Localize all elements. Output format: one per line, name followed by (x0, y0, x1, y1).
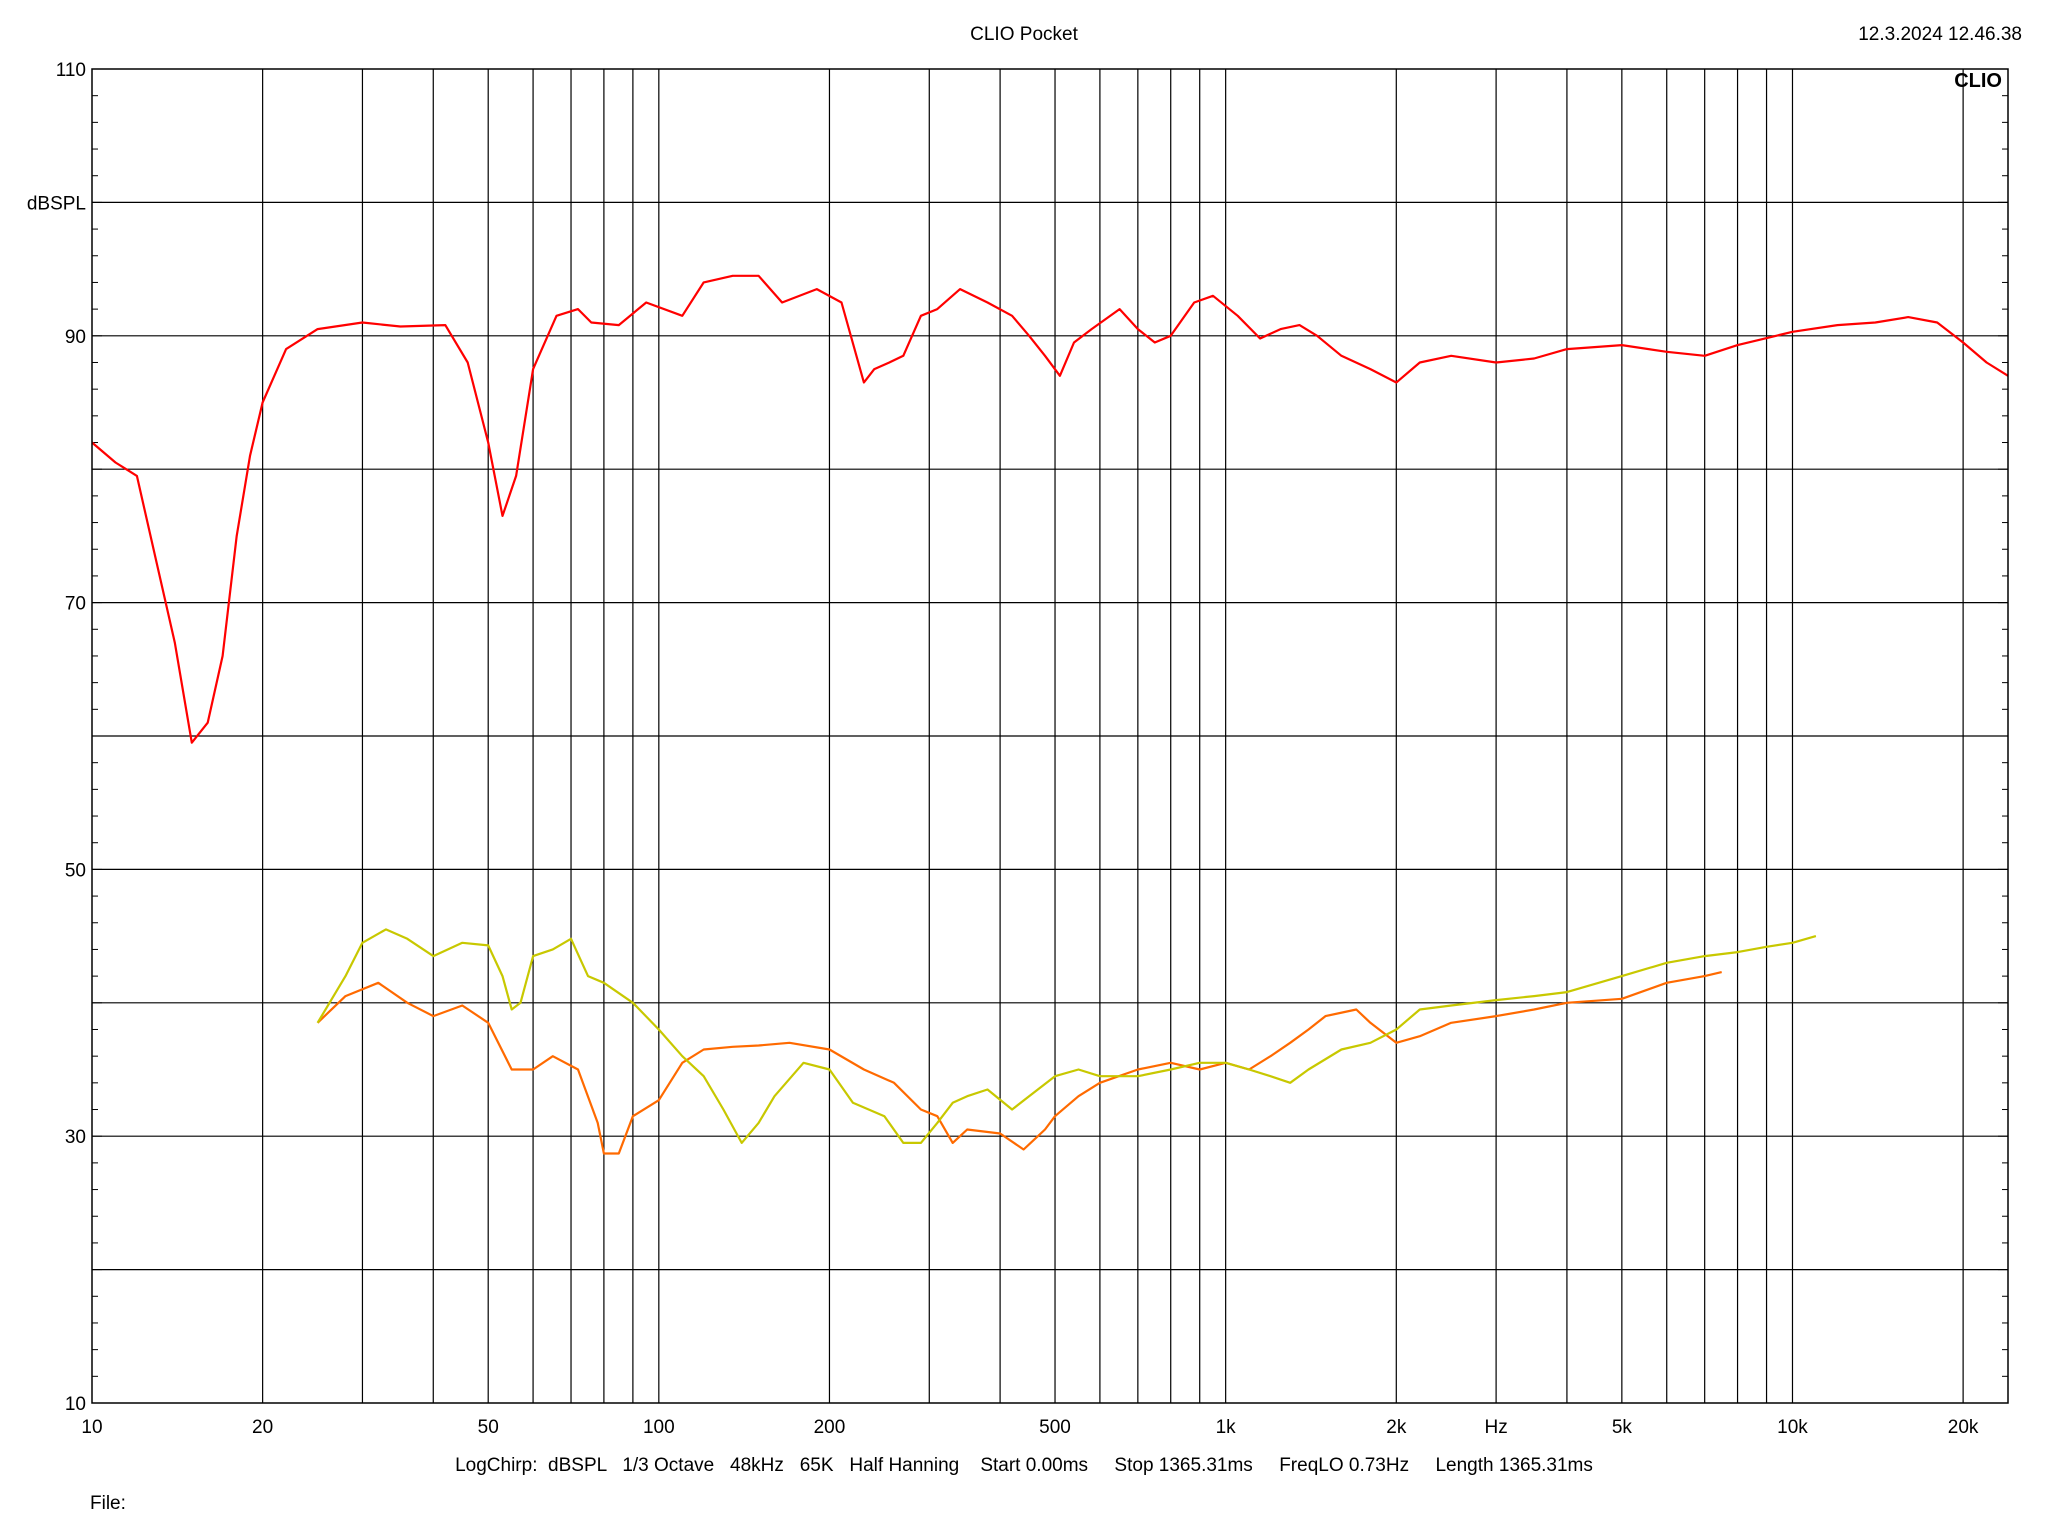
x-tick-label: 2k (1386, 1417, 1407, 1438)
x-tick-label: 10k (1777, 1417, 1808, 1438)
x-tick-label: 20 (252, 1417, 273, 1438)
series-line-3 (316, 928, 1817, 1144)
plot-frame (91, 68, 2009, 1404)
y-tick-label: 110 (56, 60, 86, 81)
measurement-settings: LogChirp: dBSPL 1/3 Octave 48kHz 65K Hal… (455, 1455, 1593, 1476)
x-axis-label: Hz (1484, 1417, 1507, 1438)
x-tick-label: 100 (643, 1417, 675, 1438)
y-axis-label: dBSPL (27, 193, 86, 214)
x-tick-label: 50 (478, 1417, 499, 1438)
y-tick-label: 50 (65, 860, 86, 881)
x-tick-label: 20k (1948, 1417, 1979, 1438)
y-tick-label: 90 (65, 327, 86, 348)
axis-labels: 110 90 70 50 30 10 dBSPL 10 20 50 100 200 500 1k 2k 5k 1… (27, 60, 1979, 1438)
x-tick-label: 500 (1039, 1417, 1071, 1438)
series-line-1 (91, 274, 2009, 744)
clio-logo: CLIO (1954, 70, 2002, 92)
file-label: File: (90, 1493, 126, 1514)
x-tick-label: 200 (814, 1417, 846, 1438)
y-tick-label: 10 (65, 1394, 86, 1415)
series-line-2 (316, 971, 1722, 1155)
x-tick-label: 1k (1216, 1417, 1237, 1438)
major-grid (92, 69, 2008, 1403)
x-tick-label: 5k (1612, 1417, 1633, 1438)
chart-title: CLIO Pocket (970, 24, 1078, 45)
y-tick-label: 70 (65, 594, 86, 615)
y-tick-label: 30 (65, 1127, 86, 1148)
series-layer (91, 274, 2009, 1155)
timestamp: 12.3.2024 12.46.38 (1858, 24, 2022, 45)
x-tick-label: 10 (81, 1417, 102, 1438)
